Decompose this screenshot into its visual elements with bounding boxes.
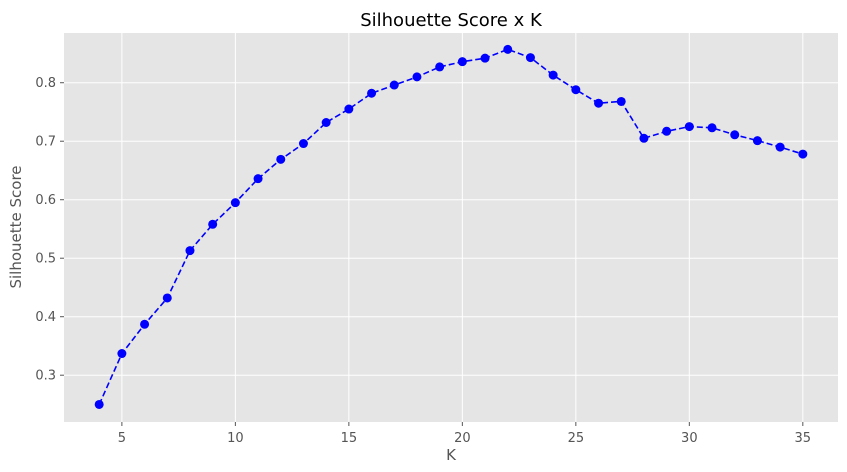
data-point	[344, 104, 354, 114]
data-point	[548, 70, 558, 80]
x-tick-label: 5	[118, 431, 126, 446]
series-markers	[94, 44, 808, 409]
x-tick-label: 15	[341, 431, 358, 446]
y-tick-label: 0.4	[35, 310, 56, 325]
data-point	[321, 117, 331, 127]
plot-area	[64, 33, 838, 422]
x-tick-label: 35	[795, 431, 812, 446]
data-point	[117, 349, 127, 359]
x-tick-label: 30	[681, 431, 698, 446]
data-point	[594, 98, 604, 108]
data-point	[571, 85, 581, 95]
x-axis-label: K	[446, 446, 457, 464]
data-point	[94, 399, 104, 409]
data-point	[412, 72, 422, 82]
data-point	[639, 133, 649, 143]
data-point	[480, 53, 490, 63]
data-point	[367, 88, 377, 98]
data-point	[616, 96, 626, 106]
y-tick-label: 0.6	[35, 193, 56, 208]
series-line	[98, 48, 804, 405]
chart-title: Silhouette Score x K	[360, 10, 543, 31]
data-point	[162, 293, 172, 303]
y-tick-label: 0.5	[35, 252, 56, 267]
data-point	[140, 319, 150, 329]
data-point	[389, 80, 399, 90]
data-point	[798, 149, 808, 159]
data-point	[253, 174, 263, 184]
data-point	[730, 130, 740, 140]
y-axis-ticks: 0.3 0.4 0.5 0.6 0.7 0.8	[35, 76, 64, 384]
data-point	[276, 154, 286, 164]
y-tick-label: 0.3	[35, 369, 56, 384]
grid-lines	[64, 33, 838, 422]
data-point	[525, 53, 535, 63]
data-point	[662, 126, 672, 136]
data-point	[707, 123, 717, 133]
data-point	[684, 122, 694, 132]
data-point	[230, 198, 240, 208]
x-tick-label: 20	[454, 431, 471, 446]
y-tick-label: 0.8	[35, 76, 56, 91]
y-axis-label: Silhouette Score	[7, 165, 25, 288]
x-tick-label: 25	[568, 431, 585, 446]
data-point	[185, 246, 195, 256]
y-tick-label: 0.7	[35, 135, 56, 150]
data-point	[298, 139, 308, 149]
x-tick-label: 10	[227, 431, 244, 446]
data-point	[775, 142, 785, 152]
data-point	[457, 57, 467, 67]
data-point	[208, 219, 218, 229]
data-point	[503, 44, 513, 54]
data-point	[435, 62, 445, 72]
data-point	[752, 136, 762, 146]
x-axis-ticks: 5 10 15 20 25 30 35	[118, 422, 811, 446]
